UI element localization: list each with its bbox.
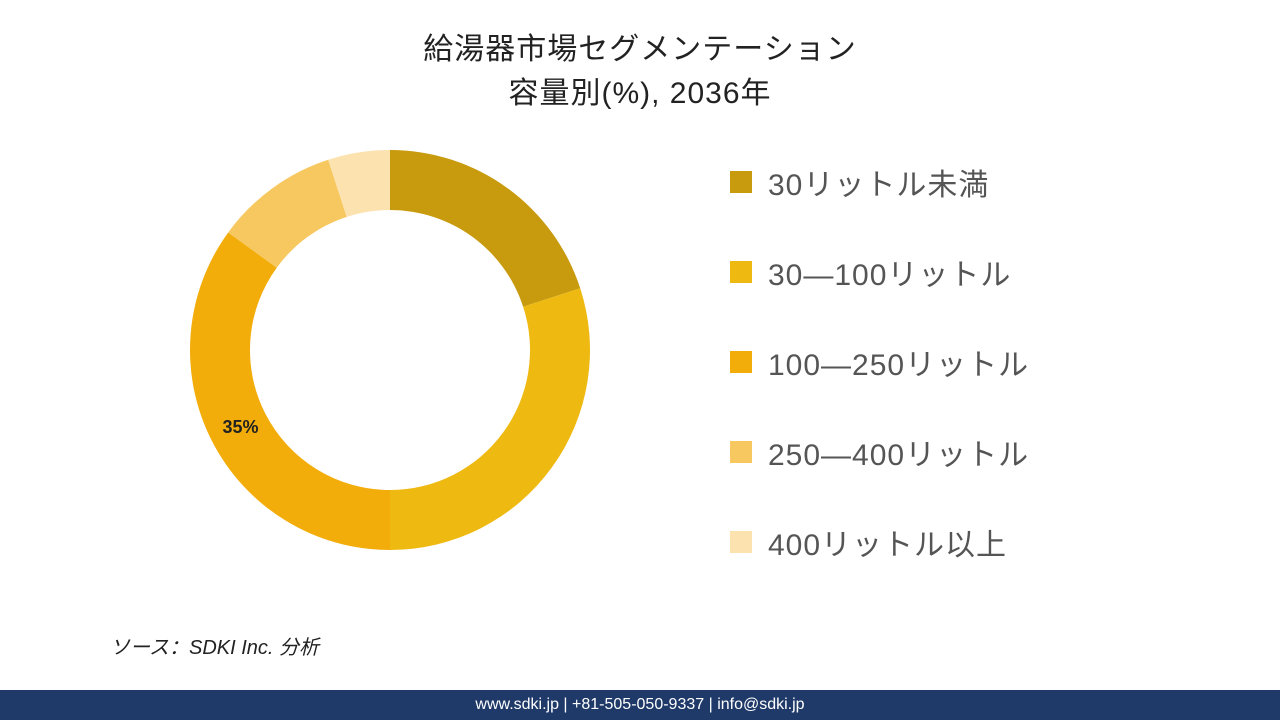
donut-slice xyxy=(390,288,590,550)
legend-swatch xyxy=(730,261,752,283)
legend-item: 100―250リットル xyxy=(730,340,1230,384)
legend-label: 400リットル以上 xyxy=(768,520,1007,564)
legend-item: 400リットル以上 xyxy=(730,520,1230,564)
chart-title: 給湯器市場セグメンテーション 容量別(%), 2036年 xyxy=(0,0,1280,112)
legend: 30リットル未満 30―100リットル 100―250リットル 250―400リットル… xyxy=(730,160,1230,610)
donut-slice-data-label: 35% xyxy=(223,417,259,438)
page: 給湯器市場セグメンテーション 容量別(%), 2036年 35% 30リットル未… xyxy=(0,0,1280,720)
source-text: ソース：SDKI Inc. 分析 xyxy=(110,631,319,660)
title-line-2: 容量別(%), 2036年 xyxy=(0,68,1280,112)
legend-item: 30―100リットル xyxy=(730,250,1230,294)
title-line-1: 給湯器市場セグメンテーション xyxy=(0,24,1280,68)
legend-swatch xyxy=(730,351,752,373)
legend-swatch xyxy=(730,441,752,463)
donut-svg xyxy=(190,150,590,550)
donut-slice xyxy=(390,150,580,307)
donut-slice xyxy=(190,232,390,550)
footer-bar: www.sdki.jp | +81-505-050-9337 | info@sd… xyxy=(0,690,1280,720)
legend-label: 30リットル未満 xyxy=(768,160,989,204)
legend-item: 30リットル未満 xyxy=(730,160,1230,204)
legend-swatch xyxy=(730,171,752,193)
legend-label: 100―250リットル xyxy=(768,340,1029,384)
legend-label: 30―100リットル xyxy=(768,250,1011,294)
legend-item: 250―400リットル xyxy=(730,430,1230,474)
legend-swatch xyxy=(730,531,752,553)
donut-chart: 35% xyxy=(140,130,640,590)
legend-label: 250―400リットル xyxy=(768,430,1029,474)
